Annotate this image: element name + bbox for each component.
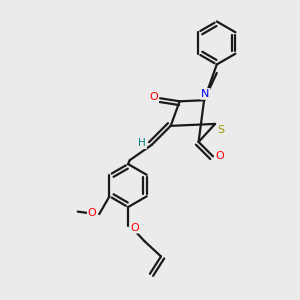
Text: H: H [138, 138, 146, 148]
Text: O: O [149, 92, 158, 102]
Text: N: N [201, 89, 209, 99]
Text: O: O [88, 208, 97, 218]
Text: S: S [217, 124, 224, 135]
Text: O: O [130, 223, 139, 232]
Text: O: O [215, 151, 224, 161]
